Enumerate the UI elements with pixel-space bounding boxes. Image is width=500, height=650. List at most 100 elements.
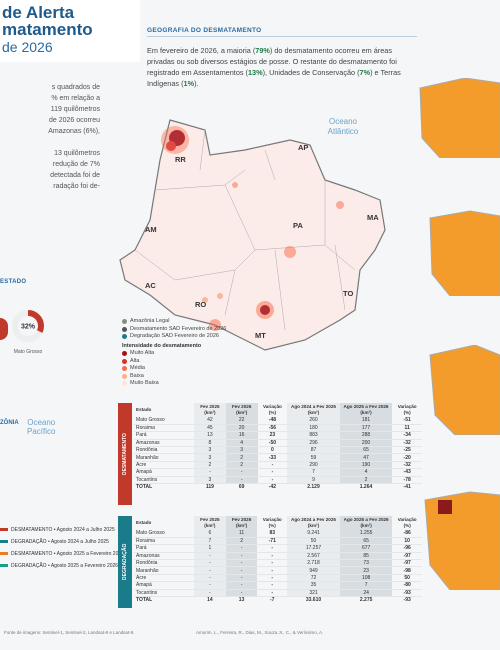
table-cell: 7 [287,468,340,477]
donut-partial [0,318,8,340]
table-row: Maranhão 3 2 -33 59 47 -20 [134,453,422,462]
table-cell: - [257,476,288,485]
table-cell: 6 [194,530,226,538]
table-cell: Roraima [134,537,194,546]
period-legend-item: DEGRADAÇÃO • Agosto 2024 a Julho 2025 [0,539,124,546]
table-cell: 181 [339,417,393,425]
table-cell: - [257,559,288,568]
table-cell: -20 [392,453,422,462]
table-total-cell: -93 [392,595,422,604]
state-label-ro: RO [195,300,206,309]
deforestation-table: Estado Fev 2025 (km²) Fev 2026 (km²) Variaç… [134,403,422,491]
table-cell: - [225,476,258,485]
table-header: Fev 2025 (km²) [194,516,226,530]
table-cell: -48 [257,417,288,425]
table-total-cell: 1.264 [339,482,393,491]
table-header: Fev 2026 (km²) [225,403,258,417]
table-row: Maranhão - - -949 23 -98 [134,566,422,575]
table-cell: 24 [339,589,393,598]
table-cell: 72 [287,574,340,583]
table-cell: 9 [287,476,340,485]
table-cell: - [225,544,258,553]
table-cell: 4 [225,439,258,448]
table-row: Rondônia - - -2.718 73 -97 [134,559,422,568]
footer-authors: Amorim, L., Ferreira, R., Dias, M., Souz… [196,630,324,635]
legend-item: Desmatamento SAD Fevereiro de 2026 [122,326,272,334]
table-cell: -97 [392,559,422,568]
table-cell: 883 [287,431,340,440]
intensity-item: Média [122,365,272,373]
table-header: Ago 2024 a Fev 2025 (km²) [287,516,340,530]
table-cell: 0 [257,446,288,455]
table-cell: 45 [194,424,226,433]
table-cell: Pará [134,544,194,553]
table-header: Variação (%) [262,517,282,528]
table-cell: -97 [392,552,422,561]
table-cell: 2.718 [287,559,340,568]
table-cell: Amapá [134,581,194,590]
table-row: Mato Grosso 6 11 83 9.241 1.255 -86 [134,530,422,538]
table-header: Fev 2026 (km²) [225,516,258,530]
donut-label: Mato Grosso [13,349,43,355]
table-cell: - [194,468,226,477]
thumbnail-map-4 [410,480,500,591]
table-row: Roraima 7 2 -71 50 65 10 [134,537,422,546]
table-cell: - [257,589,288,598]
table-total-cell: 2.275 [339,595,393,604]
table-cell: - [194,559,226,568]
table-cell: -56 [257,424,288,433]
table-total-cell: -7 [257,595,288,604]
title-line3: de 2026 [2,39,53,55]
table-cell: 288 [339,431,393,440]
table-cell: Maranhão [134,453,194,462]
thumbnail-map-2 [410,206,500,297]
table-header: Variação (%) [262,404,282,415]
intro-line: 119 quilômetros [50,106,100,113]
table-cell: - [225,566,258,575]
table-header: Fev 2025 (km²) [194,403,226,417]
table-cell: -86 [392,530,422,538]
table-row: Mato Grosso 42 22 -48 260 181 -51 [134,417,422,425]
intro-line: Amazonas (6%), [48,128,100,135]
table-cell: - [257,574,288,583]
state-label-ac: AC [145,281,156,290]
table-cell: 50 [392,574,422,583]
atlantic-label: Oceano Atlântico [328,117,359,136]
legend-item: Amazônia Legal [122,318,272,326]
table-cell: 7 [194,537,226,546]
table-row: Tocantins - - -321 24 -93 [134,589,422,598]
intro-line: radação foi de- [53,183,100,190]
table-header: Variação (%) [397,404,417,415]
table-cell: 20 [225,424,258,433]
table-total-cell: 119 [194,482,226,491]
state-borders [134,129,356,331]
state-label-pa: PA [293,221,303,230]
table-cell: Tocantins [134,476,194,485]
state-section-label: ESTADO [0,279,27,285]
intensity-title: Intensidade do desmatamento [122,342,202,349]
table-cell: - [257,552,288,561]
table-cell: Acre [134,461,194,470]
table-cell: 2 [225,461,258,470]
table-cell: 23 [257,431,288,440]
intro-line: 13 quilômetros [54,150,100,157]
table-total-cell: -41 [392,482,422,491]
table-cell: -93 [392,589,422,598]
table-header: Variação (%) [397,517,417,528]
table-cell: - [225,581,258,590]
table-cell: -33 [257,453,288,462]
table-cell: Amapá [134,468,194,477]
table-cell: 11 [225,530,258,538]
table-cell: -32 [392,461,422,470]
table-row: Pará 1- -17.257 677 -96 [134,544,422,553]
table-cell: 2 [339,476,393,485]
intensity-item: Muito Baixa [122,380,272,388]
state-label-mt: MT [255,331,266,340]
table-cell: 3 [194,476,226,485]
table-cell: 2.567 [287,552,340,561]
geography-paragraph: Em fevereiro de 2026, a maioria (79%) do… [147,46,401,88]
table-cell: 65 [339,537,393,546]
period-legend: DESMATAMENTO • Agosto 2024 a Julho 2025 D… [0,527,124,575]
table-cell: 16 [225,431,258,440]
intro-line: redução de 7% [52,161,100,168]
